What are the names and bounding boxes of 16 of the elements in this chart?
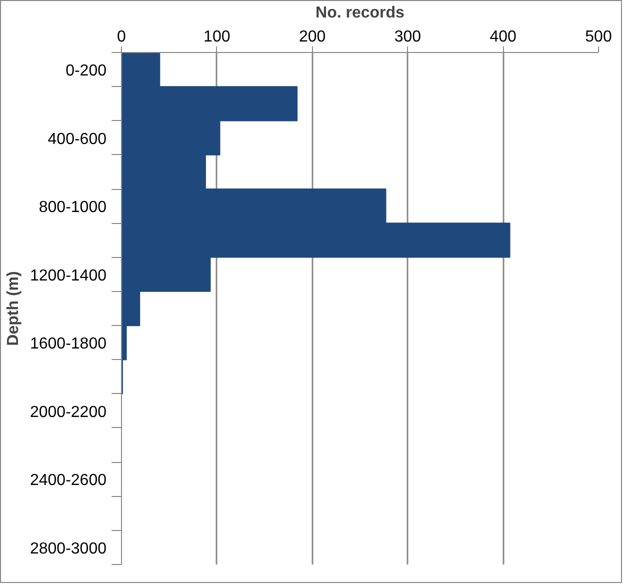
x-tick-label: 200 (298, 28, 326, 46)
x-tick-label: 300 (394, 28, 422, 46)
x-tick-label: 0 (117, 28, 126, 46)
y-tick-label: 2400-2600 (30, 472, 107, 490)
y-tick-label: 1200-1400 (30, 267, 107, 284)
y-tick-label: 400-600 (48, 130, 107, 148)
y-axis-title: Depth (m) (4, 271, 22, 346)
y-tick-label: 1600-1800 (30, 336, 107, 353)
x-axis-title: No. records (316, 4, 405, 22)
x-tick-label: 100 (204, 28, 230, 46)
y-tick-label: 2000-2200 (30, 404, 107, 421)
x-tick-label: 400 (490, 28, 517, 46)
x-tick-label: 500 (585, 28, 612, 46)
y-tick-label: 0-200 (66, 62, 107, 80)
y-tick-label: 800-1000 (38, 199, 107, 216)
y-tick-label: 2800-3000 (30, 540, 107, 558)
